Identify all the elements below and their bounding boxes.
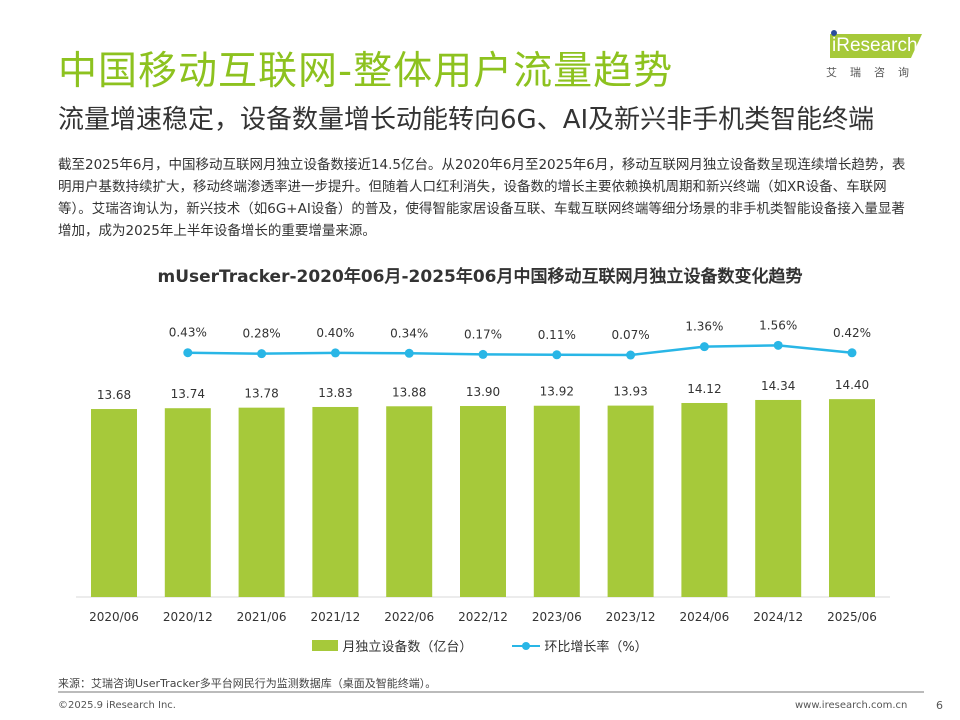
growth-label: 0.11%	[538, 328, 576, 342]
bar	[755, 399, 802, 597]
x-tick-label: 2021/12	[310, 610, 360, 624]
bar-label: 13.90	[466, 385, 500, 399]
growth-label: 1.56%	[759, 318, 797, 332]
bar-label: 13.88	[392, 385, 426, 399]
bar-label: 14.40	[835, 378, 869, 392]
summary-paragraph: 截至2025年6月，中国移动互联网月独立设备数接近14.5亿台。从2020年6月…	[58, 157, 906, 239]
bar-label: 14.34	[761, 379, 795, 393]
legend-label: 月独立设备数（亿台）	[342, 640, 473, 655]
x-tick-label: 2021/06	[237, 610, 287, 624]
legend-bar-swatch	[312, 640, 339, 651]
legend-item-line: 环比增长率（%）	[512, 636, 648, 655]
bar	[607, 405, 654, 597]
footer-divider	[58, 691, 924, 693]
website-link[interactable]: www.iresearch.com.cn	[795, 700, 908, 711]
source-note: 来源：艾瑞咨询UserTracker多平台网民行为监测数据库（桌面及智能终端）。	[58, 677, 437, 690]
bar-label: 13.74	[171, 387, 205, 401]
growth-label: 1.36%	[685, 320, 723, 334]
bar	[681, 402, 728, 597]
bar	[386, 406, 433, 597]
growth-label: 0.40%	[316, 326, 354, 340]
x-tick-label: 2020/06	[89, 610, 139, 624]
growth-line	[187, 344, 853, 357]
x-tick-label: 2023/12	[606, 610, 656, 624]
bar	[533, 405, 580, 597]
copyright: ©2025.9 iResearch Inc.	[58, 700, 176, 711]
iresearch-logo: iResearch 艾瑞咨询	[824, 28, 934, 83]
x-tick-label: 2022/06	[384, 610, 434, 624]
bar	[91, 409, 137, 597]
bar-label: 13.93	[613, 385, 647, 399]
growth-label: 0.28%	[243, 327, 281, 341]
legend-label: 环比增长率（%）	[544, 640, 648, 655]
x-tick-label: 2024/12	[753, 610, 803, 624]
growth-point	[773, 340, 783, 350]
page-title: 中国移动互联网-整体用户流量趋势	[58, 49, 674, 94]
growth-point	[404, 348, 414, 358]
legend-item-bar: 月独立设备数（亿台）	[312, 636, 472, 655]
growth-label: 0.34%	[390, 326, 428, 340]
growth-label: 0.17%	[464, 327, 502, 341]
legend-line-swatch	[512, 640, 541, 651]
growth-label: 0.07%	[612, 328, 650, 342]
chart-title: mUserTracker-2020年06月-2025年06月中国移动互联网月独立…	[157, 267, 803, 287]
x-tick-label: 2025/06	[827, 610, 877, 624]
growth-label: 0.42%	[833, 326, 871, 340]
logo-brand-cn: 艾瑞咨询	[826, 66, 922, 79]
growth-point	[478, 349, 488, 359]
growth-point	[330, 348, 340, 358]
x-tick-label: 2020/12	[163, 610, 213, 624]
growth-point	[626, 350, 636, 360]
bar-label: 13.68	[97, 388, 131, 402]
bar	[460, 406, 506, 597]
growth-point	[847, 348, 857, 358]
bar	[312, 406, 359, 597]
bar	[829, 399, 875, 597]
bar-label: 13.83	[318, 386, 352, 400]
growth-point	[552, 350, 562, 360]
logo-brand: iResearch	[832, 35, 918, 56]
page-number: 6	[936, 699, 943, 712]
growth-label: 0.43%	[169, 326, 207, 340]
bar	[164, 408, 211, 597]
bar-label: 14.12	[687, 382, 721, 396]
x-tick-label: 2023/06	[532, 610, 582, 624]
growth-point	[699, 342, 709, 352]
page-subtitle: 流量增速稳定，设备数量增长动能转向6G、AI及新兴非手机类智能终端	[58, 105, 875, 135]
x-tick-label: 2022/12	[458, 610, 508, 624]
bar	[238, 407, 285, 597]
x-tick-label: 2024/06	[679, 610, 729, 624]
bar-label: 13.92	[540, 385, 574, 399]
growth-point	[183, 348, 193, 358]
bar-label: 13.78	[244, 387, 278, 401]
legend: 月独立设备数（亿台） 环比增长率（%）	[0, 636, 960, 655]
growth-point	[257, 349, 267, 359]
